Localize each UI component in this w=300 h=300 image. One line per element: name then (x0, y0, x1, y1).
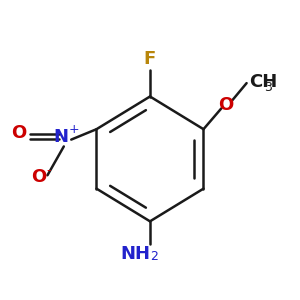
Text: +: + (69, 123, 79, 136)
Text: -: - (46, 164, 51, 177)
Text: 3: 3 (264, 81, 272, 94)
Text: O: O (31, 168, 46, 186)
Text: 2: 2 (150, 250, 158, 263)
Text: O: O (11, 124, 27, 142)
Text: F: F (144, 50, 156, 68)
Text: CH: CH (250, 73, 278, 91)
Text: NH: NH (120, 245, 150, 263)
Text: N: N (53, 128, 68, 146)
Text: O: O (218, 96, 233, 114)
